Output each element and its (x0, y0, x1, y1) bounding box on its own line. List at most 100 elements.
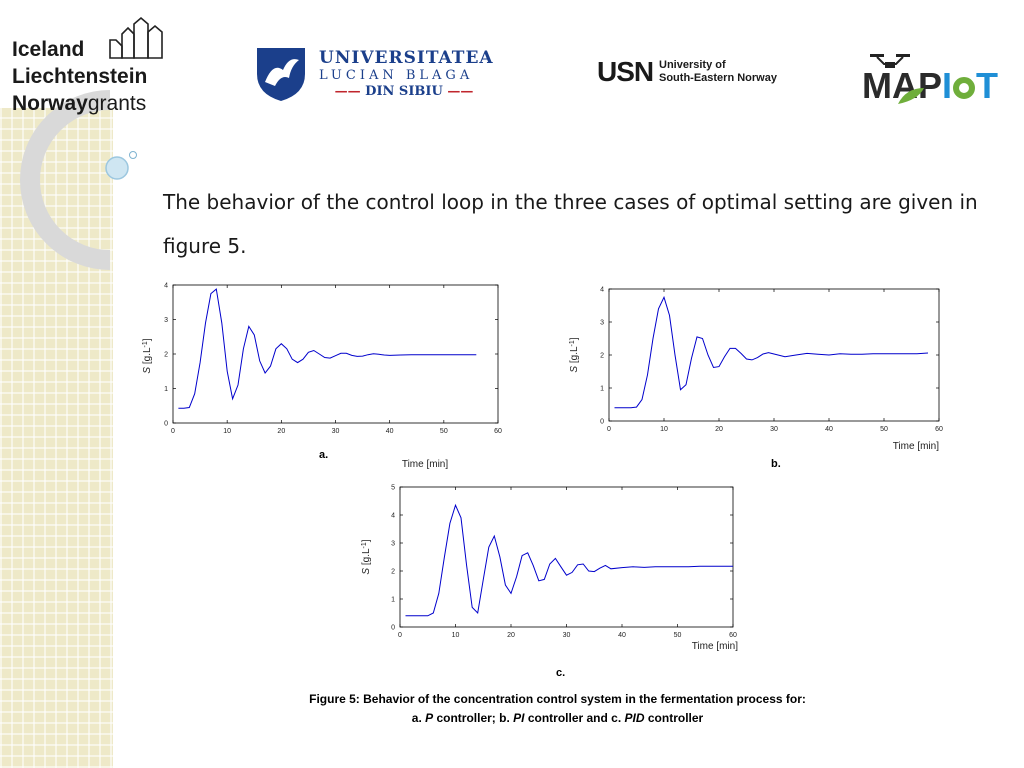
ulbs-din-sibiu-text: DIN SIBIU (365, 84, 443, 99)
usn-logo: USN University of South-Eastern Norway (597, 56, 797, 92)
eea-logo-line-iceland: Iceland (12, 38, 85, 61)
chart-c-xtick-label: 40 (618, 632, 626, 639)
ulbs-logo: UNIVERSITATEA LUCIAN BLAGA —— DIN SIBIU … (253, 44, 503, 104)
mapiot-letters-ap: AP (892, 65, 943, 106)
mapiot-o-icon (953, 77, 976, 100)
eea-grants-logo: Iceland Liechtenstein Norwaygrants (12, 36, 182, 115)
chart-c-xtick-label: 50 (674, 632, 682, 639)
chart-c-frame (399, 486, 734, 628)
chart-c-xtick-label: 10 (452, 632, 460, 639)
eea-logo-line-liechtenstein: Liechtenstein (12, 65, 148, 88)
chart-b-ytick-label: 0 (600, 419, 604, 426)
eea-logo-grants: grants (87, 92, 147, 115)
chart-a-frame (172, 284, 499, 424)
panel-label-b: b. (771, 458, 781, 470)
caption-part-pid: PID (624, 711, 645, 725)
chart-b-svg: 0 10 20 30 40 50 60 0 1 2 3 4 Time [min] S [g.L-1] (569, 287, 943, 453)
chart-c-xtick-label: 60 (729, 632, 737, 639)
chart-c-xtick-label: 0 (398, 632, 402, 639)
chart-a-ylabel-sup: -1 (142, 341, 149, 347)
chart-c-xlabel: Time [min] (692, 641, 739, 652)
eea-grants-mark-icon (109, 16, 163, 59)
chart-a-ylabel-symbol: S (142, 367, 153, 374)
mapiot-letter-m: M (862, 65, 892, 106)
chart-b-xlabel: Time [min] (893, 441, 940, 452)
chart-a-ylabel-unit: [g.L (142, 347, 153, 367)
chart-a-xtick-label: 0 (171, 428, 175, 435)
chart-b-ytick-label: 1 (600, 386, 604, 393)
usn-line-south-eastern-norway: South-Eastern Norway (659, 72, 777, 84)
chart-a-ytick-label: 1 (164, 386, 168, 393)
chart-c-ytick-label: 2 (391, 569, 395, 576)
chart-b-ylabel-close: ] (569, 337, 580, 340)
chart-c-ytick-label: 4 (391, 513, 395, 520)
decorative-dot-large (105, 156, 129, 180)
caption-line-2: a. P controller; b. PI controller and c.… (200, 709, 915, 728)
figure-caption: Figure 5: Behavior of the concentration … (200, 690, 915, 728)
chart-b-xtick-label: 10 (660, 426, 668, 433)
eea-logo-norway: Norway (12, 92, 88, 115)
ulbs-crest-icon (257, 48, 305, 101)
chart-a-ytick-label: 4 (164, 283, 168, 290)
chart-b-ylabel-symbol: S (569, 366, 580, 373)
slide-heading: The behavior of the control loop in the … (163, 190, 978, 258)
chart-b-xtick-label: 60 (935, 426, 943, 433)
chart-b-ytick-label: 4 (600, 287, 604, 294)
decorative-dot-small (129, 151, 137, 159)
panel-label-c: c. (556, 667, 566, 679)
chart-a-xlabel: Time [min] (402, 459, 449, 470)
caption-part-a: a. (411, 711, 426, 725)
chart-b-ytick-label: 2 (600, 353, 604, 360)
decorative-left-band (0, 108, 113, 768)
chart-c-ytick-label: 3 (391, 541, 395, 548)
chart-c-ytick-label: 0 (391, 625, 395, 632)
ulbs-line-universitatea: UNIVERSITATEA (319, 48, 494, 68)
chart-c-ylabel-unit: [g.L (361, 548, 372, 568)
chart-a-xtick-label: 10 (223, 428, 231, 435)
chart-b-xtick-label: 20 (715, 426, 723, 433)
eea-logo-line-norway: Norwaygrants (12, 90, 182, 117)
chart-c-svg: 0 10 20 30 40 50 60 0 1 2 3 4 5 Time [min] S [g.L-1] (361, 485, 739, 653)
caption-part-pi: PI (513, 711, 525, 725)
chart-b-xtick-label: 50 (880, 426, 888, 433)
chart-a-series-line (178, 288, 477, 409)
decorative-circles (20, 90, 137, 270)
chart-c-ylabel: S [g.L-1] (361, 539, 373, 574)
chart-a-ytick-label: 2 (164, 352, 168, 359)
chart-c-ytick-label: 5 (391, 485, 395, 492)
chart-a-xtick-label: 50 (440, 428, 448, 435)
chart-b-ylabel: S [g.L-1] (569, 337, 581, 372)
leaf-icon (898, 88, 924, 104)
chart-c-ytick-label: 1 (391, 597, 395, 604)
chart-b-xtick-label: 40 (825, 426, 833, 433)
chart-b-ylabel-unit: [g.L (569, 346, 580, 366)
chart-b-ylabel-sup: -1 (569, 340, 576, 346)
chart-b-xtick-label: 0 (607, 426, 611, 433)
ulbs-line-lucian-blaga: LUCIAN BLAGA (319, 68, 474, 83)
mapiot-logo: MAPI T (862, 52, 1022, 108)
ulbs-line-din-sibiu: —— DIN SIBIU —— (334, 84, 474, 99)
chart-a-ylabel: S [g.L-1] (142, 338, 154, 373)
mapiot-letter-i: I (942, 65, 953, 106)
chart-c: 0 10 20 30 40 50 60 0 1 2 3 4 5 Time [min] S [g.L-1] (355, 482, 755, 682)
chart-b-series-line (614, 295, 929, 409)
chart-a-xtick-label: 40 (386, 428, 394, 435)
chart-c-xtick-label: 20 (507, 632, 515, 639)
chart-a-ytick-label: 0 (164, 421, 168, 428)
caption-part-end: controller (644, 711, 704, 725)
chart-c-ylabel-close: ] (361, 539, 372, 542)
chart-c-xtick-label: 30 (563, 632, 571, 639)
chart-a-svg: 0 10 20 30 40 50 60 0 1 2 3 4 Time [min] S [g.L-1] (142, 283, 502, 471)
usn-line-university-of: University of (659, 59, 726, 71)
chart-b-ytick-label: 3 (600, 320, 604, 327)
mapiot-letter-t: T (976, 65, 999, 106)
caption-line-1: Figure 5: Behavior of the concentration … (309, 692, 806, 706)
chart-b-xtick-label: 30 (770, 426, 778, 433)
chart-c-ylabel-symbol: S (361, 568, 372, 575)
caption-part-b: controller; b. (433, 711, 514, 725)
mapiot-text: MAPI T (862, 66, 998, 106)
panel-label-a: a. (319, 449, 329, 461)
drone-icon (870, 54, 910, 68)
chart-a-ytick-label: 3 (164, 317, 168, 324)
chart-a: 0 10 20 30 40 50 60 0 1 2 3 4 Time [min] S [g.L-1] (140, 280, 510, 471)
